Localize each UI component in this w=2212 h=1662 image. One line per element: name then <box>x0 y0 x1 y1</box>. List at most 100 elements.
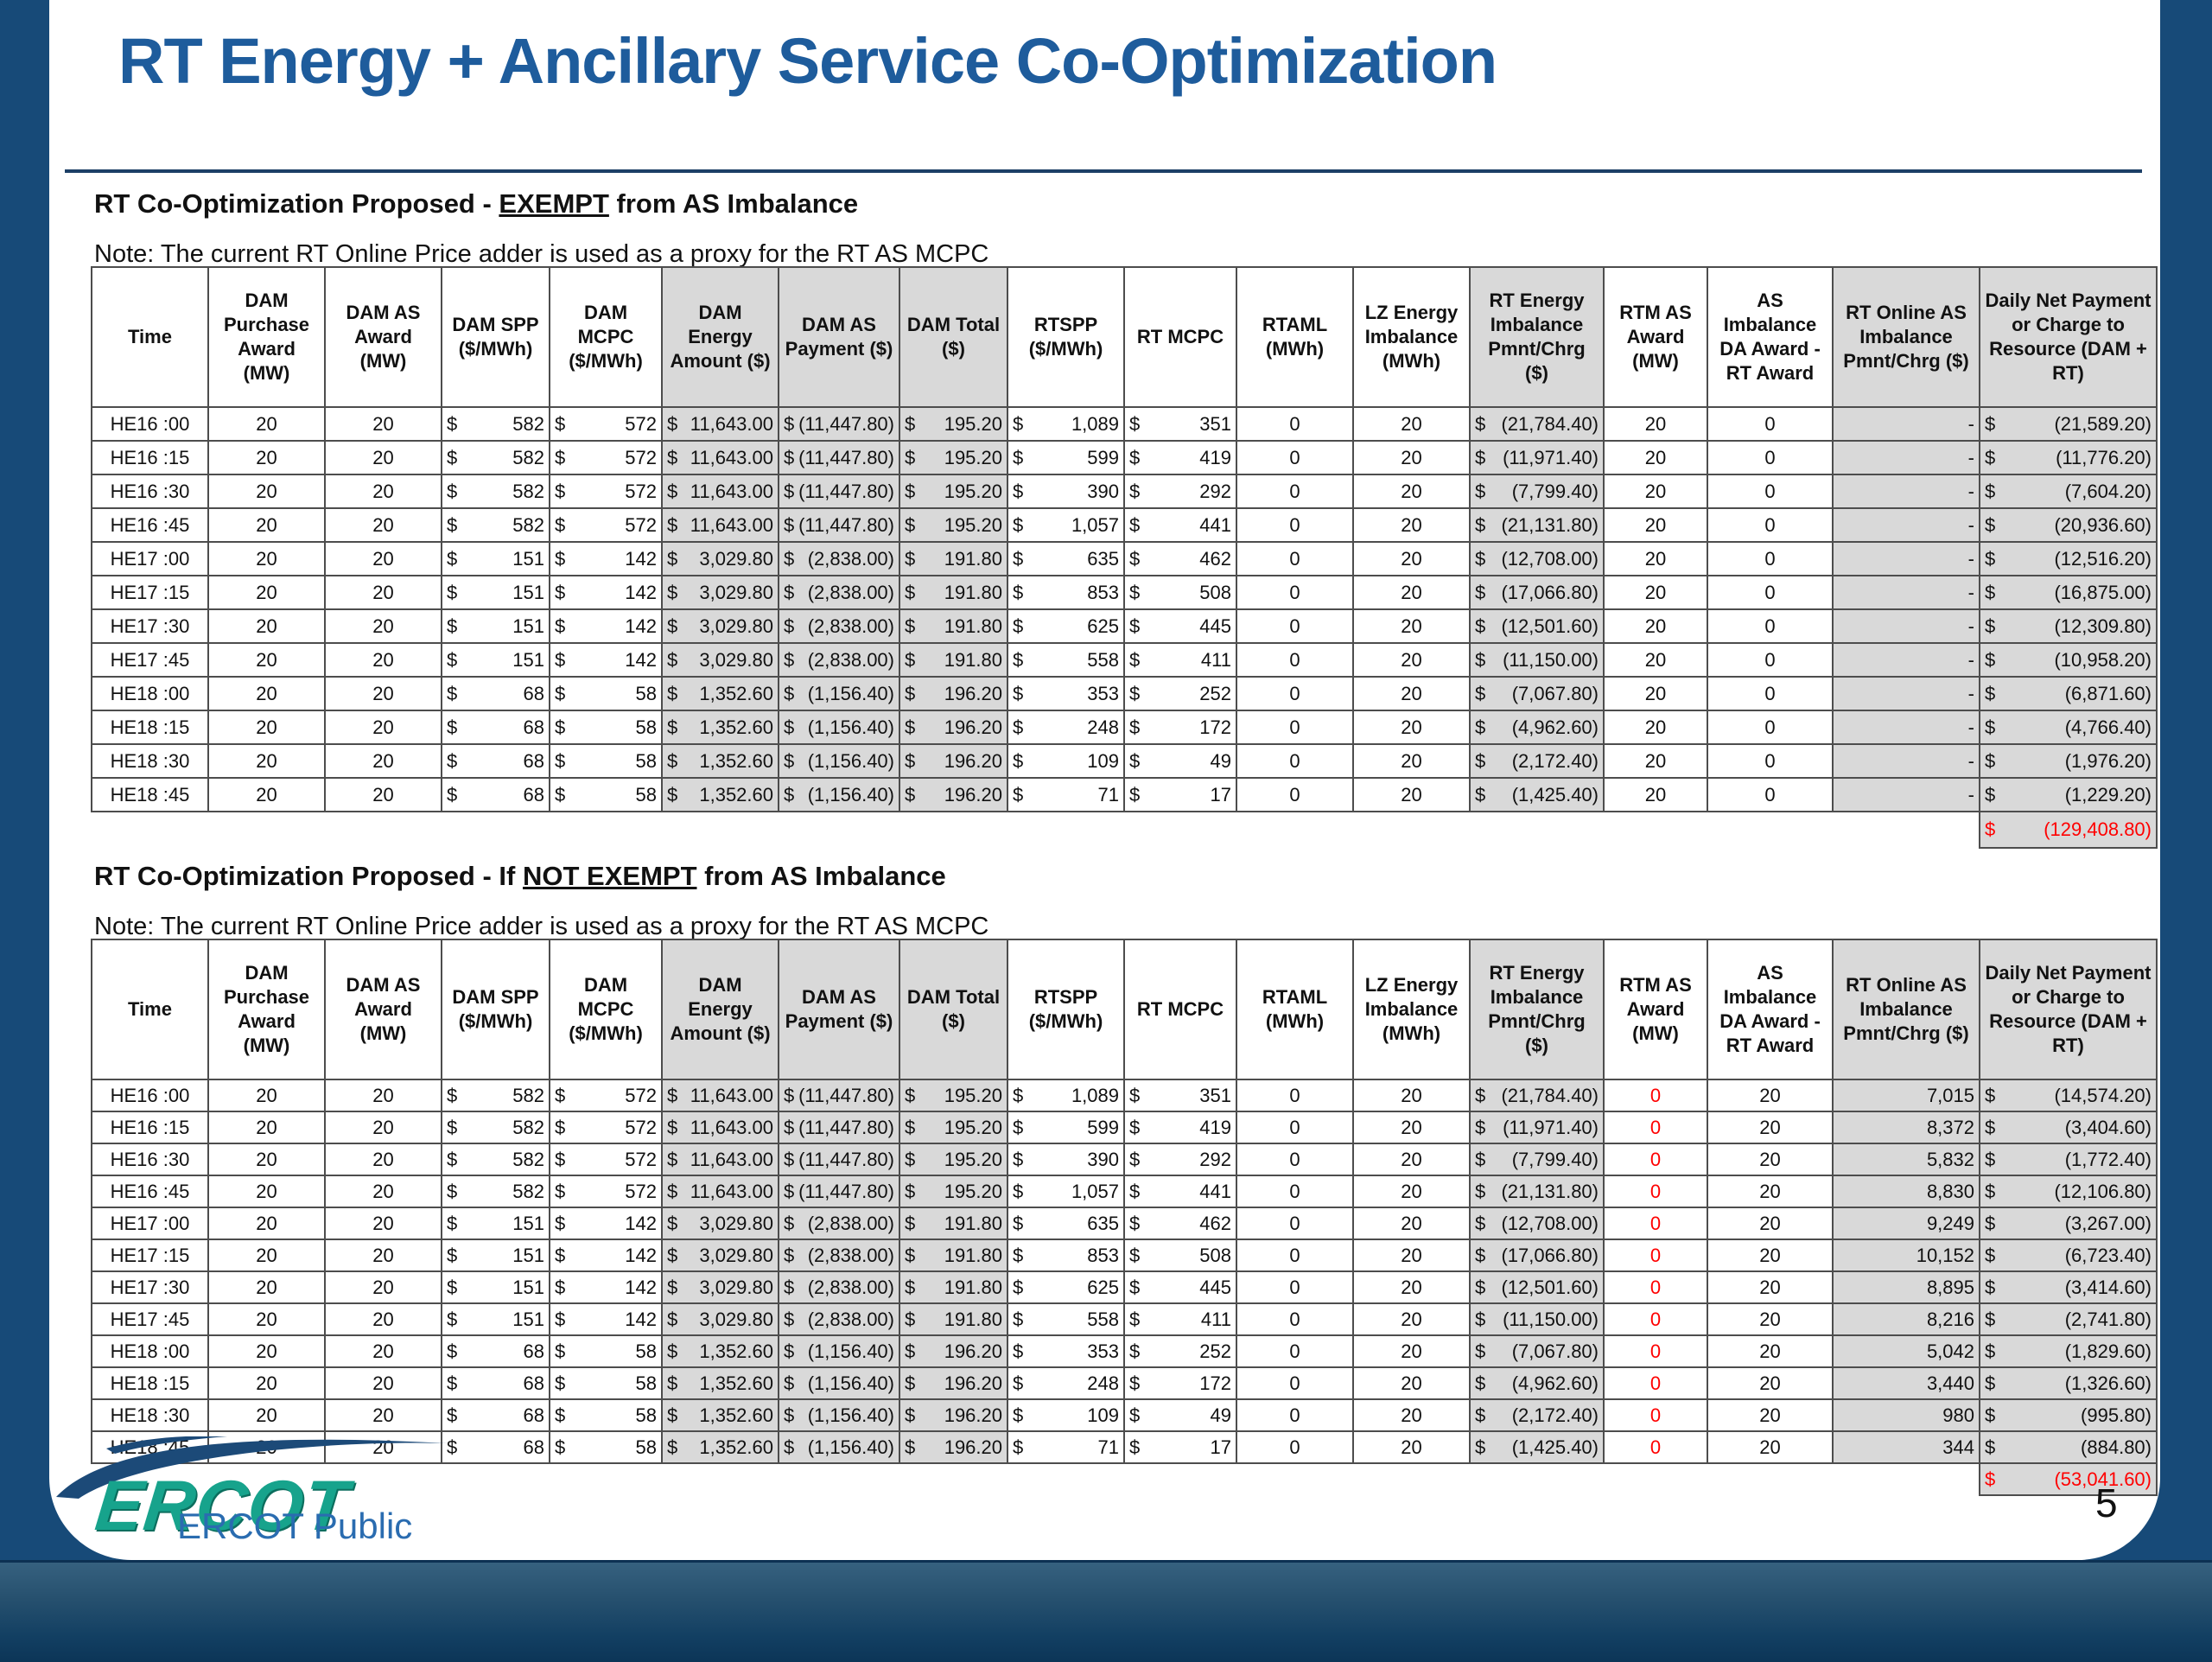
cell-time: HE17 :00 <box>91 541 209 576</box>
cell-as_imbalance: 0 <box>1707 777 1834 812</box>
cell-rt_mcpc: $441 <box>1123 507 1237 543</box>
cell-dam_as_payment: $ (11,447.80) <box>778 474 900 509</box>
cell-rt_energy_imbalance: $ (4,962.60) <box>1469 1366 1605 1400</box>
cell-dam_total: $195.20 <box>899 474 1008 509</box>
cell-rtspp: $1,089 <box>1007 1079 1125 1112</box>
table-row: HE16 :30 20 20 $582 $572 $11,643.00 $ (11,447.8… <box>91 1143 2158 1176</box>
cell-rt_energy_imbalance: $ (12,501.60) <box>1469 608 1605 644</box>
cell-rtm_as_award: 20 <box>1603 676 1708 711</box>
cell-dam_as_award: 20 <box>324 743 442 779</box>
cell-daily_net: $ (6,723.40) <box>1979 1239 2158 1272</box>
column-header-rt_online_as_imbalance: RT Online AS Imbalance Pmnt/Chrg ($) <box>1832 266 1980 408</box>
column-header-rt_energy_imbalance: RT Energy Imbalance Pmnt/Chrg ($) <box>1469 266 1605 408</box>
cell-dam_total: $191.80 <box>899 1207 1008 1240</box>
cell-rtaml: 0 <box>1236 1143 1354 1176</box>
cell-rt_mcpc: $172 <box>1123 710 1237 745</box>
cell-rt_energy_imbalance: $ (2,172.40) <box>1469 1398 1605 1432</box>
column-header-time: Time <box>91 939 209 1080</box>
cell-dam_as_payment: $ (1,156.40) <box>778 1366 900 1400</box>
cell-dam_spp: $151 <box>441 575 550 610</box>
cell-dam_total: $196.20 <box>899 1334 1008 1368</box>
cell-dam_spp: $582 <box>441 474 550 509</box>
cell-dam_energy_amount: $3,029.80 <box>661 1239 779 1272</box>
cell-rtaml: 0 <box>1236 575 1354 610</box>
cell-dam_as_payment: $ (1,156.40) <box>778 743 900 779</box>
cell-dam_mcpc: $572 <box>549 406 663 442</box>
cell-rtspp: $558 <box>1007 1302 1125 1336</box>
table-row: HE17 :15 20 20 $151 $142 $3,029.80 $ (2,838.00)… <box>91 1239 2158 1272</box>
cell-daily_net: $ (20,936.60) <box>1979 507 2158 543</box>
cell-rtm_as_award: 0 <box>1603 1366 1708 1400</box>
cell-dam_mcpc: $58 <box>549 710 663 745</box>
cell-rt_energy_imbalance: $ (7,799.40) <box>1469 1143 1605 1176</box>
cell-dam_spp: $68 <box>441 676 550 711</box>
cell-dam_as_award: 20 <box>324 1366 442 1400</box>
cell-dam_spp: $68 <box>441 1334 550 1368</box>
cell-dam_mcpc: $572 <box>549 507 663 543</box>
cell-rtm_as_award: 20 <box>1603 710 1708 745</box>
cell-rtm_as_award: 0 <box>1603 1079 1708 1112</box>
cell-dam_as_payment: $ (1,156.40) <box>778 676 900 711</box>
cell-dam_purchase_award: 20 <box>207 1366 326 1400</box>
cell-rt_online_as_imbalance: - <box>1832 743 1980 779</box>
cell-dam_spp: $582 <box>441 507 550 543</box>
cell-dam_as_award: 20 <box>324 1334 442 1368</box>
cell-rt_energy_imbalance: $ (12,501.60) <box>1469 1270 1605 1304</box>
cell-rt_online_as_imbalance: 8,216 <box>1832 1302 1980 1336</box>
column-header-dam_total: DAM Total ($) <box>899 266 1008 408</box>
total-row-spacer <box>92 812 1980 848</box>
cell-dam_energy_amount: $1,352.60 <box>661 777 779 812</box>
cell-dam_total: $195.20 <box>899 406 1008 442</box>
cell-dam_as_award: 20 <box>324 1398 442 1432</box>
table-row: HE17 :30 20 20 $151 $142 $3,029.80 $ (2,838.00)… <box>91 608 2158 644</box>
table1-heading-underlined: EXEMPT <box>499 188 609 219</box>
cell-dam_mcpc: $142 <box>549 1207 663 1240</box>
column-header-dam_energy_amount: DAM Energy Amount ($) <box>661 266 779 408</box>
column-header-dam_as_award: DAM AS Award (MW) <box>324 939 442 1080</box>
bottom-gradient-band <box>0 1560 2212 1662</box>
cell-dam_mcpc: $58 <box>549 1398 663 1432</box>
cell-as_imbalance: 0 <box>1707 575 1834 610</box>
cell-dam_as_payment: $ (2,838.00) <box>778 1239 900 1272</box>
table-row: HE17 :45 20 20 $151 $142 $3,029.80 $ (2,838.00)… <box>91 1302 2158 1336</box>
section-exempt: RT Co-Optimization Proposed - EXEMPT fro… <box>94 188 988 269</box>
cell-dam_as_payment: $ (11,447.80) <box>778 507 900 543</box>
cell-rtspp: $248 <box>1007 710 1125 745</box>
cell-rtspp: $558 <box>1007 642 1125 678</box>
cell-rt_mcpc: $419 <box>1123 440 1237 475</box>
cell-dam_purchase_award: 20 <box>207 710 326 745</box>
cell-rt_online_as_imbalance: 980 <box>1832 1398 1980 1432</box>
cell-dam_total: $196.20 <box>899 1366 1008 1400</box>
table-row: HE17 :00 20 20 $151 $142 $3,029.80 $ (2,838.00)… <box>91 1207 2158 1240</box>
cell-dam_as_payment: $ (2,838.00) <box>778 1270 900 1304</box>
cell-dam_purchase_award: 20 <box>207 777 326 812</box>
cell-lz_energy_imbalance: 20 <box>1352 1366 1471 1400</box>
cell-dam_as_award: 20 <box>324 710 442 745</box>
cell-time: HE16 :45 <box>91 507 209 543</box>
cell-rt_online_as_imbalance: - <box>1832 507 1980 543</box>
cell-dam_mcpc: $58 <box>549 1366 663 1400</box>
cell-rt_energy_imbalance: $ (21,131.80) <box>1469 507 1605 543</box>
cell-time: HE17 :30 <box>91 608 209 644</box>
cell-daily_net: $ (6,871.60) <box>1979 676 2158 711</box>
table-row: HE16 :45 20 20 $582 $572 $11,643.00 $ (11,447.8… <box>91 507 2158 543</box>
table-not-exempt: Time DAM Purchase Award (MW) DAM AS Award … <box>91 939 2158 1496</box>
footer-classification: ERCOT Public <box>177 1506 413 1546</box>
cell-dam_total: $195.20 <box>899 440 1008 475</box>
cell-dam_as_award: 20 <box>324 1207 442 1240</box>
cell-dam_mcpc: $142 <box>549 1302 663 1336</box>
cell-rt_online_as_imbalance: - <box>1832 575 1980 610</box>
cell-daily_net: $ (995.80) <box>1979 1398 2158 1432</box>
cell-lz_energy_imbalance: 20 <box>1352 1079 1471 1112</box>
cell-lz_energy_imbalance: 20 <box>1352 507 1471 543</box>
column-header-rtm_as_award: RTM AS Award (MW) <box>1603 939 1708 1080</box>
cell-dam_total: $196.20 <box>899 1398 1008 1432</box>
column-header-lz_energy_imbalance: LZ Energy Imbalance (MWh) <box>1352 266 1471 408</box>
cell-rt_energy_imbalance: $ (12,708.00) <box>1469 1207 1605 1240</box>
cell-daily_net: $ (3,404.60) <box>1979 1111 2158 1144</box>
cell-dam_total: $195.20 <box>899 1143 1008 1176</box>
cell-dam_as_award: 20 <box>324 608 442 644</box>
cell-rtm_as_award: 20 <box>1603 507 1708 543</box>
cell-dam_purchase_award: 20 <box>207 406 326 442</box>
cell-time: HE18 :45 <box>91 777 209 812</box>
